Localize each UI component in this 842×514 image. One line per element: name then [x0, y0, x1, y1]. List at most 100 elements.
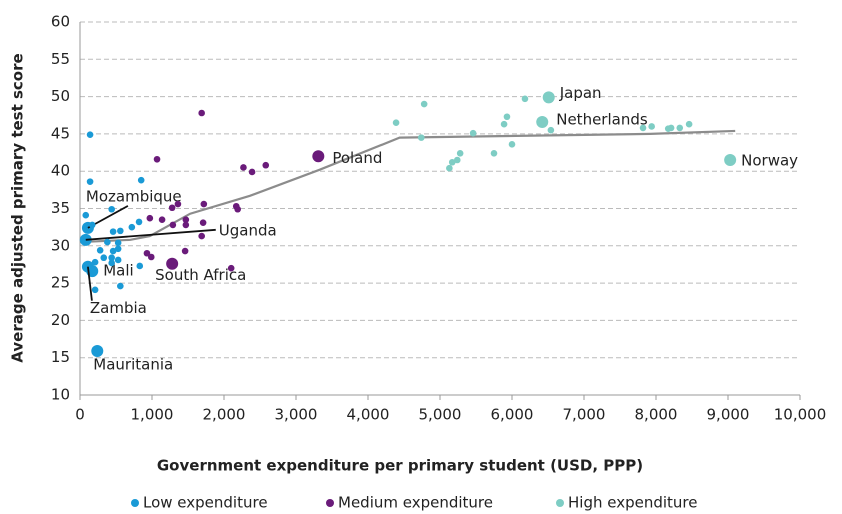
point	[198, 232, 205, 240]
point	[547, 126, 555, 134]
point	[240, 164, 247, 171]
point	[648, 123, 655, 130]
point	[109, 228, 117, 235]
point	[521, 95, 529, 103]
point	[108, 259, 115, 267]
x-tick-label: 4,000	[347, 406, 390, 424]
point	[143, 249, 151, 257]
point-label: Netherlands	[556, 110, 648, 128]
point	[166, 257, 179, 270]
y-tick-label: 55	[51, 50, 70, 68]
point-label: Norway	[741, 152, 798, 170]
point	[114, 245, 122, 253]
point	[147, 253, 155, 261]
x-tick-label: 8,000	[635, 406, 678, 424]
x-tick-label: 10,000	[774, 406, 827, 424]
y-tick-label: 15	[51, 348, 70, 366]
point	[109, 247, 117, 255]
point	[114, 239, 122, 247]
point	[503, 113, 511, 121]
point	[198, 109, 205, 117]
point	[453, 156, 461, 164]
y-axis-title: Average adjusted primary test score	[9, 53, 27, 362]
point	[117, 282, 124, 290]
legend-label: Low expenditure	[143, 494, 268, 512]
x-tick-label: 5,000	[419, 406, 462, 424]
trend-line	[79, 129, 736, 244]
point	[392, 119, 400, 127]
point	[639, 124, 647, 132]
point	[174, 200, 182, 208]
point	[500, 120, 508, 128]
y-tick-label: 10	[51, 386, 70, 404]
point	[88, 221, 96, 229]
point	[91, 286, 99, 294]
point-label: South Africa	[155, 266, 246, 284]
point	[417, 134, 425, 141]
point	[469, 129, 477, 137]
point	[128, 223, 136, 231]
legend-label: High expenditure	[568, 494, 698, 512]
point-label: Mali	[103, 262, 133, 280]
point	[86, 178, 94, 185]
point	[200, 200, 208, 208]
x-tick-label: 1,000	[131, 406, 174, 424]
x-tick-label: 6,000	[491, 406, 534, 424]
point-label: Uganda	[219, 221, 277, 239]
x-tick-label: 3,000	[275, 406, 318, 424]
leader-line	[87, 266, 93, 301]
point	[542, 91, 555, 104]
point	[490, 149, 498, 157]
point	[181, 247, 189, 255]
point	[91, 258, 99, 266]
point	[91, 344, 104, 357]
point	[262, 161, 270, 169]
point-label: Mauritania	[93, 355, 173, 373]
point	[146, 214, 154, 222]
point	[153, 155, 161, 163]
point	[168, 204, 176, 212]
x-tick-label: 2,000	[203, 406, 246, 424]
point	[108, 205, 115, 213]
point	[182, 221, 190, 229]
point	[96, 246, 104, 254]
point	[136, 262, 144, 270]
point	[182, 216, 190, 223]
point-label: Mozambique	[86, 187, 182, 205]
point	[227, 264, 235, 272]
point	[685, 120, 693, 128]
point	[158, 216, 166, 223]
y-tick-label: 60	[51, 13, 70, 31]
point	[312, 150, 325, 163]
x-tick-label: 9,000	[707, 406, 750, 424]
y-tick-label: 35	[51, 199, 70, 217]
point	[664, 125, 672, 132]
point-label: Poland	[332, 149, 382, 167]
point	[114, 256, 122, 264]
y-tick-label: 40	[51, 162, 70, 180]
point	[248, 168, 256, 176]
point	[536, 115, 549, 128]
legend-marker	[326, 499, 334, 507]
y-tick-label: 20	[51, 311, 70, 329]
point	[135, 218, 143, 226]
x-axis-title: Government expenditure per primary stude…	[157, 457, 643, 475]
point	[199, 219, 207, 226]
legend-marker	[131, 499, 139, 507]
point	[446, 164, 453, 172]
point-label: Japan	[559, 84, 602, 102]
point	[234, 205, 241, 213]
point	[137, 176, 145, 184]
point	[86, 131, 94, 138]
point	[117, 227, 124, 235]
point	[448, 158, 456, 166]
y-tick-label: 30	[51, 236, 70, 254]
y-tick-label: 25	[51, 274, 70, 292]
point	[456, 149, 464, 157]
legend-marker	[556, 499, 564, 507]
point	[108, 254, 115, 262]
point	[104, 238, 111, 246]
x-tick-label: 0	[75, 406, 85, 424]
point	[508, 141, 516, 148]
